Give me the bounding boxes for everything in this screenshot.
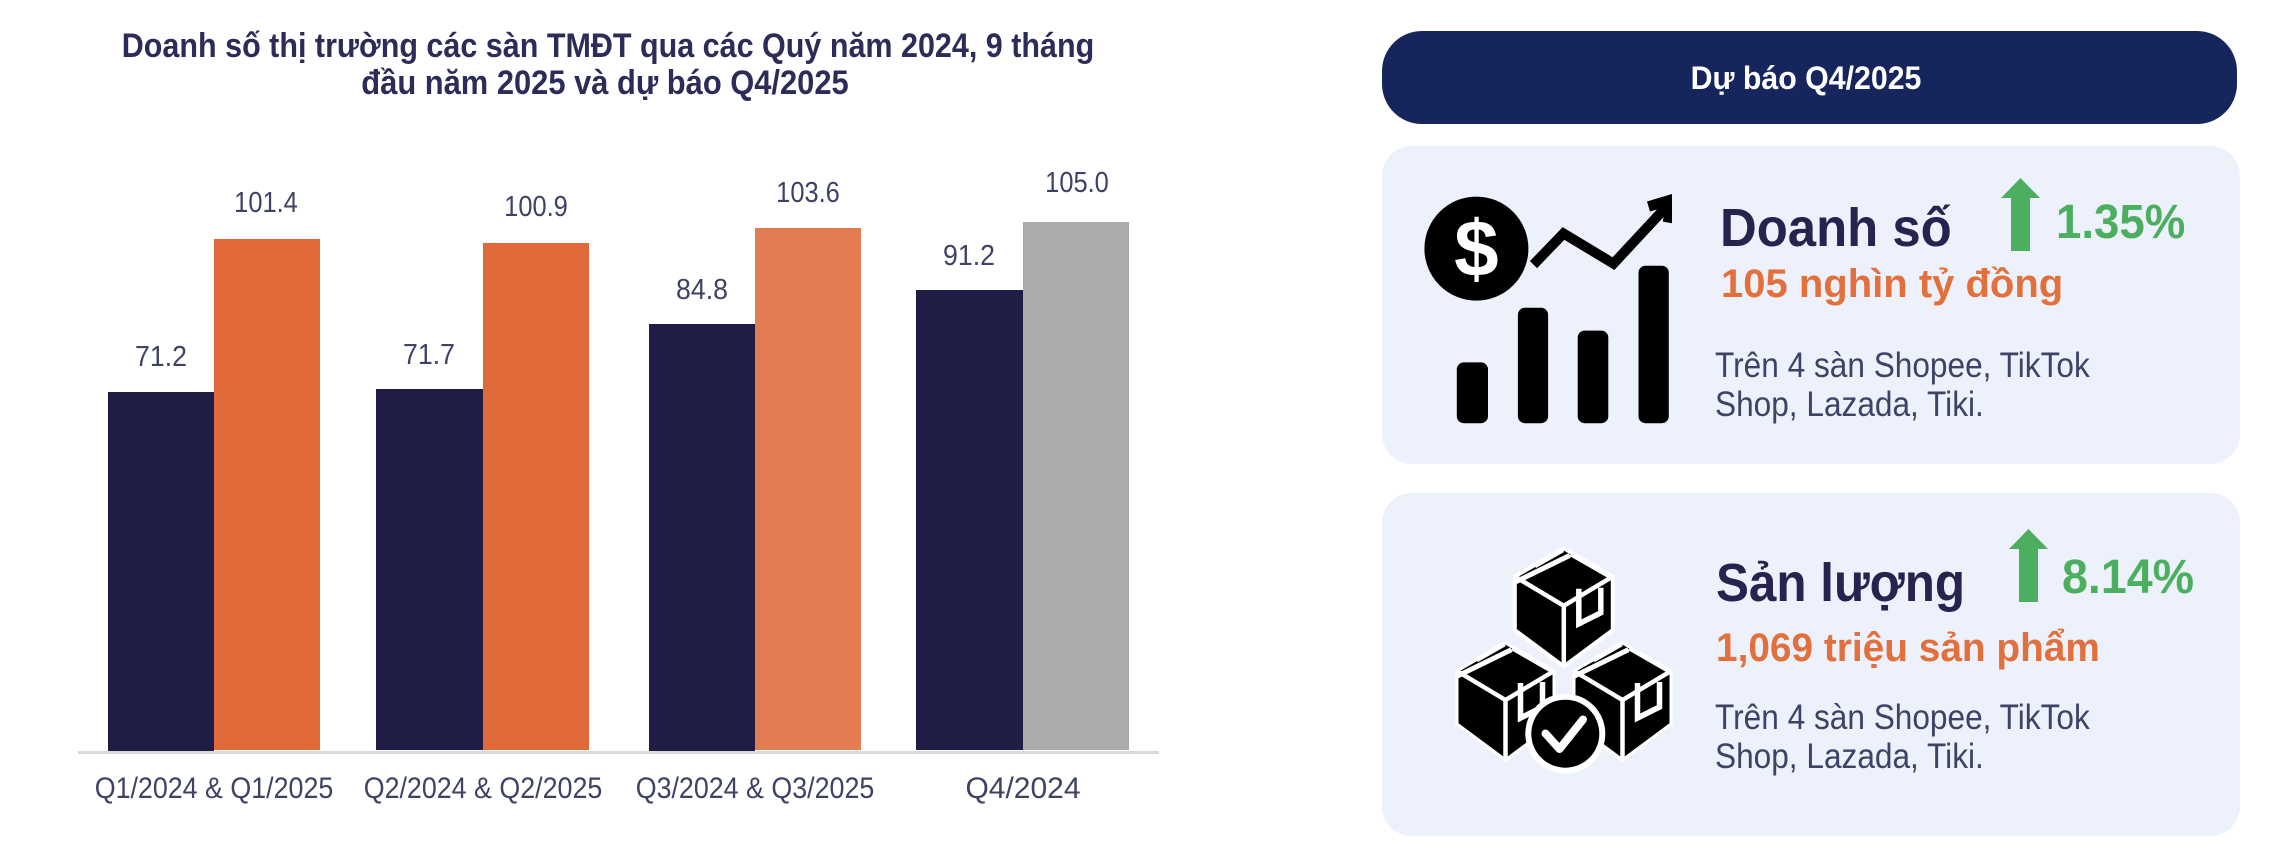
svg-text:$: $ [1454, 204, 1499, 293]
